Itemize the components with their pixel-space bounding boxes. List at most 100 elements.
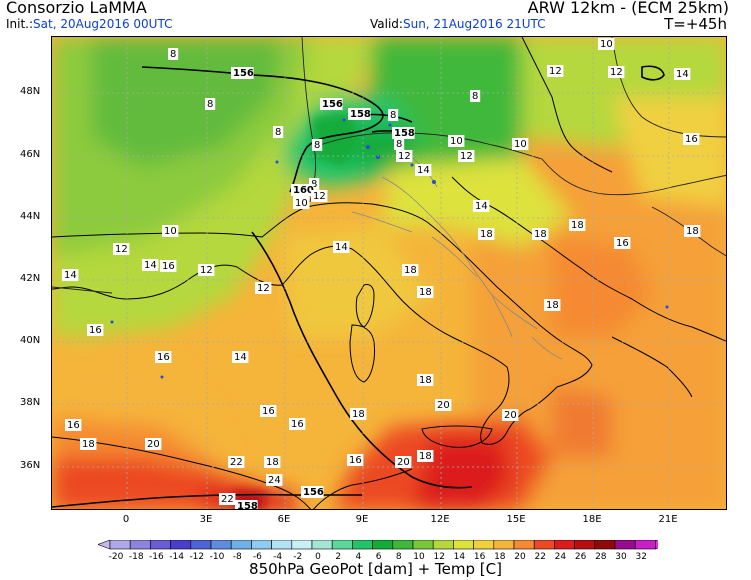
colorbar-swatch bbox=[412, 540, 434, 550]
svg-text:22: 22 bbox=[230, 457, 243, 468]
colorbar-swatch bbox=[352, 540, 373, 550]
colorbar-swatch bbox=[251, 540, 272, 550]
contour-label: 12 bbox=[198, 264, 215, 276]
colorbar-tick-label: -12 bbox=[189, 552, 204, 560]
svg-text:20: 20 bbox=[437, 400, 450, 411]
colorbar-swatch bbox=[291, 540, 313, 550]
contour-label: 14 bbox=[473, 200, 490, 212]
colorbar-tick-label: -14 bbox=[169, 552, 184, 560]
svg-text:8: 8 bbox=[390, 110, 396, 121]
forecast-step: T=+45h bbox=[664, 15, 727, 33]
svg-text:8: 8 bbox=[314, 140, 320, 151]
contour-label: 22 bbox=[228, 456, 245, 468]
svg-text:14: 14 bbox=[234, 352, 247, 363]
svg-text:10: 10 bbox=[514, 139, 527, 150]
svg-text:20: 20 bbox=[147, 439, 160, 450]
svg-text:8: 8 bbox=[275, 127, 281, 138]
contour-label: 24 bbox=[266, 474, 283, 486]
colorbar-swatch bbox=[230, 540, 252, 550]
contour-label: 16 bbox=[65, 419, 82, 431]
contour-label: 12 bbox=[458, 150, 475, 162]
colorbar-swatch bbox=[594, 540, 616, 550]
colorbar-tick-label: 28 bbox=[595, 552, 607, 560]
svg-text:18: 18 bbox=[404, 265, 417, 276]
colorbar-swatch bbox=[331, 540, 353, 550]
contour-label: 16 bbox=[160, 260, 177, 272]
colorbar-tick-label: -6 bbox=[253, 552, 262, 560]
contour-label: 18 bbox=[350, 408, 367, 420]
temperature-fill bbox=[52, 37, 726, 509]
contour-label: 12 bbox=[255, 282, 272, 294]
svg-text:8: 8 bbox=[472, 91, 478, 102]
svg-text:18: 18 bbox=[571, 220, 584, 231]
svg-text:12: 12 bbox=[398, 151, 411, 162]
colorbar-tick-label: 30 bbox=[615, 552, 627, 560]
colorbar-swatch bbox=[574, 540, 596, 550]
init-value: Sat, 20Aug2016 00UTC bbox=[33, 17, 173, 31]
lat-label-38n: 38N bbox=[20, 397, 41, 408]
contour-label: 158 bbox=[392, 127, 415, 139]
contour-label: 156 bbox=[301, 486, 324, 498]
svg-text:10: 10 bbox=[295, 198, 308, 209]
contour-label: 12 bbox=[608, 66, 625, 78]
colorbar-swatch bbox=[473, 540, 495, 550]
svg-text:22: 22 bbox=[221, 494, 234, 505]
contour-label: 18 bbox=[80, 438, 97, 450]
contour-label: 18 bbox=[402, 264, 419, 276]
svg-text:156: 156 bbox=[233, 68, 254, 79]
graticule bbox=[52, 37, 726, 509]
contour-label: 12 bbox=[396, 150, 413, 162]
temperature-map: 8156815615888815888816010121010121214101… bbox=[51, 36, 727, 510]
contour-label: 22 bbox=[219, 493, 236, 505]
contour-label: 14 bbox=[333, 241, 350, 253]
svg-text:24: 24 bbox=[268, 475, 281, 486]
colorbar-swatch bbox=[614, 540, 636, 550]
svg-text:12: 12 bbox=[313, 191, 326, 202]
colorbar-tick-label: -16 bbox=[149, 552, 164, 560]
contour-label: 14 bbox=[415, 164, 432, 176]
colorbar-swatch bbox=[170, 540, 192, 550]
contour-label: 18 bbox=[532, 228, 549, 240]
contour-label: 18 bbox=[417, 286, 434, 298]
colorbar-tick-label: 0 bbox=[315, 552, 321, 560]
colorbar-tick-label: -20 bbox=[109, 552, 124, 560]
contour-label: 8 bbox=[394, 138, 405, 150]
colorbar-tick-label: 18 bbox=[494, 552, 506, 560]
lat-label-36n: 36N bbox=[20, 460, 41, 471]
contour-label: 18 bbox=[569, 219, 586, 231]
contour-label: 158 bbox=[348, 108, 371, 120]
svg-text:14: 14 bbox=[417, 165, 430, 176]
svg-text:12: 12 bbox=[549, 66, 562, 77]
svg-text:18: 18 bbox=[82, 439, 95, 450]
colorbar-tick-label: 32 bbox=[635, 552, 646, 560]
contour-label: 12 bbox=[547, 65, 564, 77]
contour-label: 10 bbox=[448, 135, 465, 147]
colorbar-swatch bbox=[432, 540, 454, 550]
contour-label: 14 bbox=[142, 259, 159, 271]
colorbar-swatch bbox=[493, 540, 515, 550]
colorbar-swatch bbox=[271, 540, 293, 550]
colorbar-tick-label: -4 bbox=[273, 552, 282, 560]
svg-text:18: 18 bbox=[352, 409, 365, 420]
svg-text:18: 18 bbox=[419, 375, 432, 386]
temperature-colorbar: -20 -18 -16 -14 -12 -10 -8 -6 -4 -2 0 2 4 6 8 10 12 14 16 1… bbox=[98, 540, 658, 560]
contour-label: 16 bbox=[87, 324, 104, 336]
lon-label-3e: 3E bbox=[199, 514, 213, 525]
contour-label: 10 bbox=[598, 38, 615, 50]
svg-text:20: 20 bbox=[397, 457, 410, 468]
colorbar-swatch bbox=[311, 540, 333, 550]
source-title: Consorzio LaMMA bbox=[6, 0, 147, 17]
svg-text:16: 16 bbox=[157, 352, 170, 363]
contour-label: 156 bbox=[231, 67, 254, 79]
svg-text:16: 16 bbox=[262, 406, 275, 417]
contour-label: 12 bbox=[311, 190, 328, 202]
lon-label-0: 0 bbox=[122, 514, 130, 525]
contour-label: 8 bbox=[312, 139, 323, 151]
svg-text:158: 158 bbox=[350, 109, 371, 120]
contour-label: 8 bbox=[205, 98, 216, 110]
lon-label-21e: 21E bbox=[658, 514, 678, 525]
contour-label: 20 bbox=[145, 438, 162, 450]
svg-text:158: 158 bbox=[237, 501, 258, 510]
svg-text:10: 10 bbox=[450, 136, 463, 147]
colorbar-tick-label: 2 bbox=[335, 552, 341, 560]
